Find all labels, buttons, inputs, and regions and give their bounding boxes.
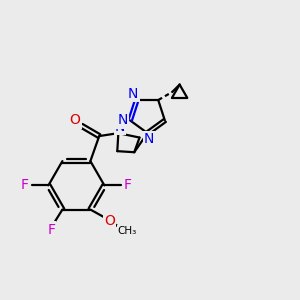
Text: F: F <box>124 178 132 192</box>
Text: N: N <box>118 113 128 128</box>
Text: N: N <box>115 120 125 134</box>
Text: N: N <box>144 132 154 146</box>
Text: CH₃: CH₃ <box>118 226 137 236</box>
Text: F: F <box>47 223 55 237</box>
Text: F: F <box>21 178 29 192</box>
Text: O: O <box>70 113 80 128</box>
Text: O: O <box>104 214 115 228</box>
Text: N: N <box>128 87 138 101</box>
